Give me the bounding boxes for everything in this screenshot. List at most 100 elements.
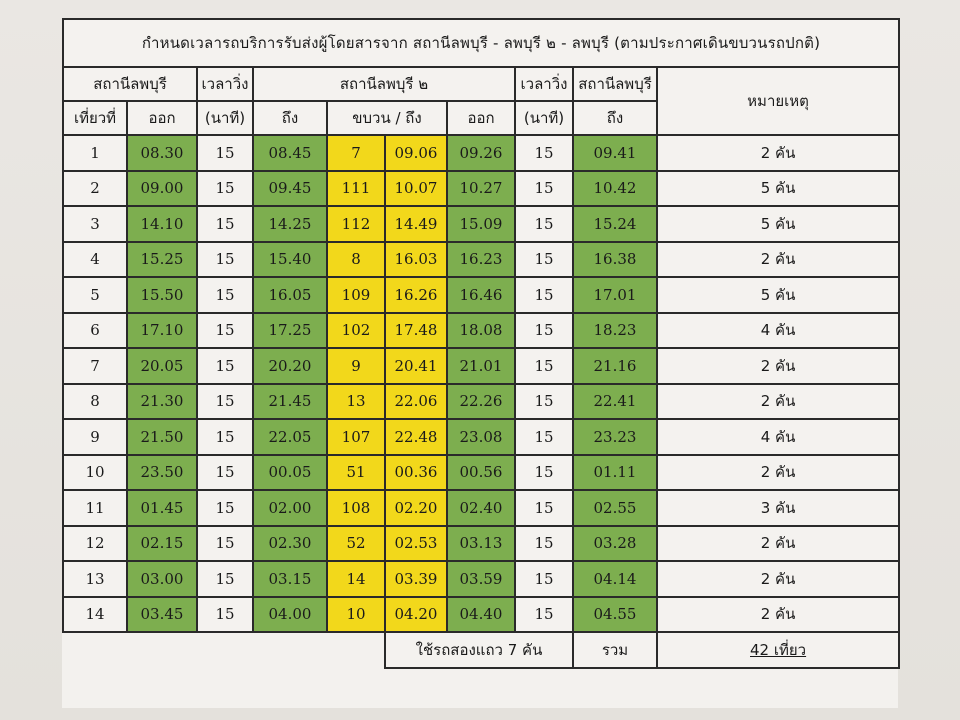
table-row: 3 14.10 15 14.25 112 14.49 15.09 15 15.24 5 คัน bbox=[62, 205, 901, 243]
return-depart-time: 15.09 bbox=[446, 205, 516, 243]
header-depart: ออก bbox=[126, 100, 198, 136]
remark-vehicles: 5 คัน bbox=[655, 205, 901, 243]
run-minutes: 15 bbox=[196, 134, 254, 172]
header-runtime: เวลาวิ่ง bbox=[196, 66, 254, 102]
header-arrive-2: ถึง bbox=[572, 100, 658, 136]
train-number: 109 bbox=[326, 276, 386, 314]
return-run-minutes: 15 bbox=[514, 205, 574, 243]
return-run-minutes: 15 bbox=[514, 453, 574, 491]
trip-number: 5 bbox=[62, 276, 128, 314]
train-arrive-time: 02.53 bbox=[384, 524, 448, 562]
train-number: 13 bbox=[326, 382, 386, 420]
trip-number: 8 bbox=[62, 382, 128, 420]
run-minutes: 15 bbox=[196, 205, 254, 243]
remark-vehicles: 2 คัน bbox=[655, 347, 901, 385]
return-arrive-time: 04.55 bbox=[572, 595, 658, 633]
run-minutes: 15 bbox=[196, 382, 254, 420]
train-number: 112 bbox=[326, 205, 386, 243]
footer-spacer bbox=[63, 632, 385, 668]
return-run-minutes: 15 bbox=[514, 347, 574, 385]
trip-number: 11 bbox=[62, 489, 128, 527]
train-number: 7 bbox=[326, 134, 386, 172]
train-number: 52 bbox=[326, 524, 386, 562]
return-depart-time: 02.40 bbox=[446, 489, 516, 527]
vehicles-used: ใช้รถสองแถว 7 คัน bbox=[384, 631, 574, 669]
return-depart-time: 09.26 bbox=[446, 134, 516, 172]
train-number: 108 bbox=[326, 489, 386, 527]
total-trips: 42 เที่ยว bbox=[750, 641, 807, 659]
return-arrive-time: 03.28 bbox=[572, 524, 658, 562]
return-run-minutes: 15 bbox=[514, 595, 574, 633]
train-arrive-time: 09.06 bbox=[384, 134, 448, 172]
remark-vehicles: 2 คัน bbox=[655, 560, 901, 598]
arrive-time: 03.15 bbox=[252, 560, 328, 598]
return-arrive-time: 23.23 bbox=[572, 418, 658, 456]
depart-time: 20.05 bbox=[126, 347, 198, 385]
run-minutes: 15 bbox=[196, 240, 254, 278]
train-number: 111 bbox=[326, 169, 386, 207]
table-row: 8 21.30 15 21.45 13 22.06 22.26 15 22.41 2 คัน bbox=[62, 382, 901, 420]
arrive-time: 17.25 bbox=[252, 311, 328, 349]
return-depart-time: 16.46 bbox=[446, 276, 516, 314]
return-depart-time: 23.08 bbox=[446, 418, 516, 456]
arrive-time: 15.40 bbox=[252, 240, 328, 278]
return-arrive-time: 16.38 bbox=[572, 240, 658, 278]
remark-vehicles: 4 คัน bbox=[655, 418, 901, 456]
return-run-minutes: 15 bbox=[514, 169, 574, 207]
return-arrive-time: 17.01 bbox=[572, 276, 658, 314]
arrive-time: 22.05 bbox=[252, 418, 328, 456]
return-arrive-time: 09.41 bbox=[572, 134, 658, 172]
remark-vehicles: 2 คัน bbox=[655, 453, 901, 491]
depart-time: 02.15 bbox=[126, 524, 198, 562]
header-minutes-2: (นาที) bbox=[514, 100, 574, 136]
run-minutes: 15 bbox=[196, 560, 254, 598]
depart-time: 01.45 bbox=[126, 489, 198, 527]
table-row: 11 01.45 15 02.00 108 02.20 02.40 15 02.55 3 คัน bbox=[62, 489, 901, 527]
train-arrive-time: 03.39 bbox=[384, 560, 448, 598]
trip-number: 3 bbox=[62, 205, 128, 243]
table-row: 13 03.00 15 03.15 14 03.39 03.59 15 04.14 2 คัน bbox=[62, 560, 901, 598]
run-minutes: 15 bbox=[196, 489, 254, 527]
return-arrive-time: 15.24 bbox=[572, 205, 658, 243]
return-run-minutes: 15 bbox=[514, 382, 574, 420]
train-arrive-time: 22.48 bbox=[384, 418, 448, 456]
train-number: 14 bbox=[326, 560, 386, 598]
total-cell: 42 เที่ยว bbox=[655, 631, 901, 669]
schedule-rows: 1 08.30 15 08.45 7 09.06 09.26 15 09.41 2 คัน 2 09.… bbox=[62, 134, 901, 633]
table-row: 10 23.50 15 00.05 51 00.36 00.56 15 01.11 2 คัน bbox=[62, 453, 901, 491]
return-arrive-time: 02.55 bbox=[572, 489, 658, 527]
table-row: 4 15.25 15 15.40 8 16.03 16.23 15 16.38 2 คัน bbox=[62, 240, 901, 278]
train-number: 102 bbox=[326, 311, 386, 349]
trip-number: 2 bbox=[62, 169, 128, 207]
return-depart-time: 18.08 bbox=[446, 311, 516, 349]
return-depart-time: 04.40 bbox=[446, 595, 516, 633]
train-arrive-time: 14.49 bbox=[384, 205, 448, 243]
depart-time: 08.30 bbox=[126, 134, 198, 172]
run-minutes: 15 bbox=[196, 595, 254, 633]
return-run-minutes: 15 bbox=[514, 418, 574, 456]
table-row: 5 15.50 15 16.05 109 16.26 16.46 15 17.01 5 คัน bbox=[62, 276, 901, 314]
arrive-time: 21.45 bbox=[252, 382, 328, 420]
depart-time: 03.45 bbox=[126, 595, 198, 633]
remark-vehicles: 5 คัน bbox=[655, 276, 901, 314]
table-row: 12 02.15 15 02.30 52 02.53 03.13 15 03.28 2 คัน bbox=[62, 524, 901, 562]
return-run-minutes: 15 bbox=[514, 489, 574, 527]
train-arrive-time: 20.41 bbox=[384, 347, 448, 385]
depart-time: 15.50 bbox=[126, 276, 198, 314]
table-row: 1 08.30 15 08.45 7 09.06 09.26 15 09.41 2 คัน bbox=[62, 134, 901, 172]
schedule-table: กำหนดเวลารถบริการรับส่งผู้โดยสารจาก สถาน… bbox=[61, 18, 901, 669]
trip-number: 7 bbox=[62, 347, 128, 385]
remark-vehicles: 2 คัน bbox=[655, 134, 901, 172]
return-run-minutes: 15 bbox=[514, 240, 574, 278]
arrive-time: 16.05 bbox=[252, 276, 328, 314]
header-station-a: สถานีลพบุรี bbox=[62, 66, 198, 102]
run-minutes: 15 bbox=[196, 524, 254, 562]
trip-number: 14 bbox=[62, 595, 128, 633]
run-minutes: 15 bbox=[196, 276, 254, 314]
table-row: 2 09.00 15 09.45 111 10.07 10.27 15 10.42 5 คัน bbox=[62, 169, 901, 207]
train-number: 10 bbox=[326, 595, 386, 633]
depart-time: 23.50 bbox=[126, 453, 198, 491]
arrive-time: 00.05 bbox=[252, 453, 328, 491]
schedule-footer: ใช้รถสองแถว 7 คัน รวม 42 เที่ยว bbox=[63, 631, 901, 669]
arrive-time: 02.30 bbox=[252, 524, 328, 562]
